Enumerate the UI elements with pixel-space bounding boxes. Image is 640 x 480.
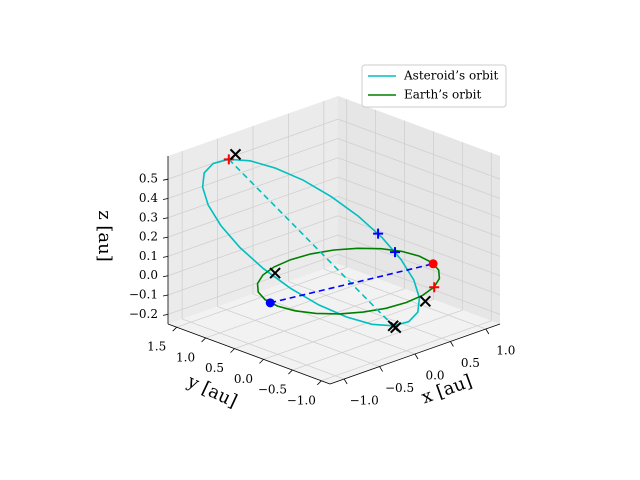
grid-line (167, 234, 339, 296)
y-tick-label: 0.0 (234, 372, 253, 386)
point (265, 298, 275, 308)
z-axis-label: z [au] (94, 210, 115, 262)
grid-line (337, 234, 501, 296)
tick-mark (317, 380, 322, 386)
tick-mark (162, 178, 169, 181)
y-tick-label: −1.0 (287, 393, 316, 407)
legend-label: Earth’s orbit (404, 88, 481, 102)
plus-marker (373, 228, 384, 239)
tick-mark (288, 369, 293, 375)
grid-line (337, 157, 501, 219)
grid-line (337, 118, 501, 180)
axis-line (167, 323, 331, 385)
dashed-line (228, 158, 394, 327)
legend-label: Asteroid’s orbit (403, 69, 498, 83)
grid-line (217, 306, 380, 367)
y-tick-label: 1.5 (147, 340, 166, 354)
plus-marker (429, 282, 440, 293)
grid-line (167, 176, 339, 238)
grid-line (337, 215, 501, 277)
tick-mark (162, 198, 169, 200)
grid-line (263, 298, 434, 360)
x-tick-label: −1.0 (350, 394, 379, 408)
grid-line (337, 196, 501, 257)
plus-marker (390, 247, 401, 258)
grid-line (167, 157, 339, 219)
x-marker (419, 295, 432, 307)
plus-marker (223, 154, 234, 165)
tick-mark (485, 328, 490, 335)
x-tick-label: 1.0 (496, 344, 515, 358)
tick-mark (343, 378, 348, 385)
tick-mark (450, 341, 454, 347)
grid-line (167, 215, 339, 277)
tick-mark (172, 326, 177, 332)
grid-line (182, 318, 345, 380)
grid-line (167, 118, 339, 180)
x-tick-label: 0.0 (425, 369, 444, 383)
grid-line (337, 138, 501, 199)
y-tick-label: 1.0 (176, 350, 195, 364)
grid-line (176, 266, 347, 328)
axis-line (329, 323, 501, 385)
y-tick-label: 0.5 (205, 361, 224, 375)
tick-mark (162, 294, 169, 297)
tick-mark (259, 359, 264, 364)
grid-line (167, 253, 339, 315)
z-tick-label: 0.1 (139, 249, 158, 263)
z-tick-label: 0.5 (139, 172, 158, 186)
grid-line (323, 268, 486, 330)
tick-mark (162, 256, 169, 258)
z-tick-label: 0.2 (139, 230, 158, 244)
grid-line (252, 293, 416, 355)
z-tick-label: 0.3 (139, 210, 158, 224)
y-tick-label: −0.5 (258, 383, 287, 397)
point (428, 259, 438, 269)
grid-line (205, 277, 376, 339)
z-tick-label: 0.0 (139, 268, 158, 282)
right-pane (338, 96, 500, 324)
tick-mark (414, 353, 419, 360)
tick-mark (162, 313, 169, 316)
x-marker (269, 267, 281, 279)
grid-line (337, 253, 501, 315)
grid-line (321, 320, 492, 382)
x-tick-label: −0.5 (385, 381, 414, 395)
tick-mark (162, 236, 169, 239)
legend-box (361, 64, 507, 108)
grid-line (167, 138, 339, 199)
x-marker (229, 148, 242, 161)
grid-line (337, 176, 501, 238)
z-tick-label: −0.1 (129, 288, 158, 302)
z-tick-label: −0.2 (129, 307, 158, 321)
tick-mark (379, 366, 383, 372)
grid-line (292, 309, 463, 371)
x-tick-label: 0.5 (461, 356, 480, 370)
z-tick-label: 0.4 (139, 191, 158, 205)
tick-mark (201, 337, 206, 343)
tick-mark (162, 275, 169, 278)
y-axis-label: y [au] (183, 371, 240, 413)
grid-line (167, 196, 339, 257)
tick-mark (162, 217, 169, 220)
x-marker (390, 321, 402, 334)
tick-mark (230, 348, 235, 353)
grid-line (234, 288, 405, 350)
dashed-line (270, 263, 434, 304)
